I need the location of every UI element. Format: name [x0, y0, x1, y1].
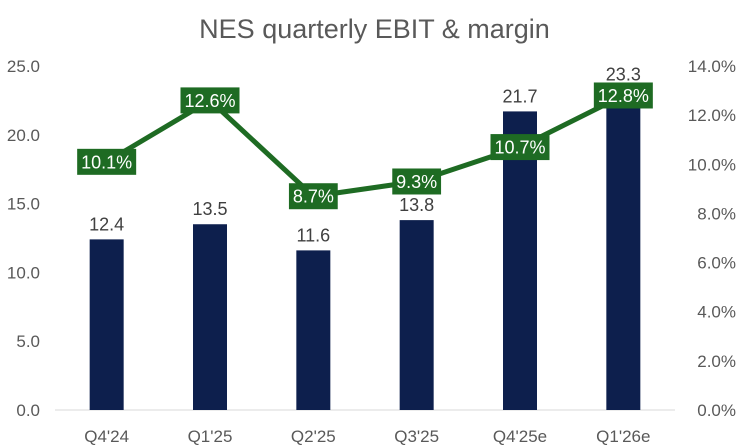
y2-tick-label: 2.0%	[697, 352, 736, 371]
y-tick-label: 0.0	[16, 401, 40, 420]
x-tick-label: Q4'24	[84, 427, 129, 446]
bar	[193, 224, 227, 410]
margin-label-box	[593, 82, 653, 109]
y2-tick-label: 10.0%	[688, 155, 736, 174]
y2-tick-label: 6.0%	[697, 254, 736, 273]
margin-data-label: 10.1%	[81, 152, 132, 172]
bar-data-label: 13.8	[399, 195, 434, 215]
bar	[606, 89, 641, 410]
x-tick-label: Q4'25e	[493, 427, 547, 446]
bar-data-label: 21.7	[502, 86, 537, 106]
bar	[503, 111, 537, 411]
margin-data-label: 8.7%	[293, 187, 334, 207]
y2-tick-label: 14.0%	[688, 57, 736, 76]
y-tick-label: 25.0	[7, 57, 40, 76]
y2-tick-label: 8.0%	[697, 204, 736, 223]
y-tick-label: 20.0	[7, 126, 40, 145]
bar-data-label: 23.3	[606, 64, 641, 84]
bar-data-label: 11.6	[296, 225, 330, 245]
margin-data-label: 10.7%	[494, 138, 545, 158]
y2-tick-label: 12.0%	[688, 106, 736, 125]
x-tick-label: Q3'25	[394, 427, 439, 446]
x-tick-label: Q2'25	[291, 427, 336, 446]
margin-label-box	[180, 87, 240, 114]
y-tick-label: 10.0	[7, 263, 40, 282]
margin-label-box	[490, 134, 550, 161]
x-tick-label: Q1'26e	[596, 427, 650, 446]
margin-data-label: 12.8%	[598, 86, 649, 106]
margin-data-label: 9.3%	[396, 172, 437, 192]
y2-tick-label: 0.0%	[697, 401, 736, 420]
bar	[296, 250, 331, 410]
margin-data-label: 12.6%	[184, 91, 235, 111]
x-tick-label: Q1'25	[188, 427, 233, 446]
margin-label-box	[288, 183, 338, 210]
bar	[89, 239, 124, 410]
bar-data-label: 12.4	[89, 214, 124, 234]
chart-title: NES quarterly EBIT & margin	[199, 14, 550, 44]
y-tick-label: 15.0	[7, 195, 40, 214]
bar	[399, 220, 434, 410]
margin-label-box	[392, 168, 442, 195]
y2-tick-label: 4.0%	[697, 303, 736, 322]
bar-data-label: 13.5	[192, 199, 227, 219]
margin-label-box	[77, 148, 137, 175]
y-tick-label: 5.0	[16, 332, 40, 351]
